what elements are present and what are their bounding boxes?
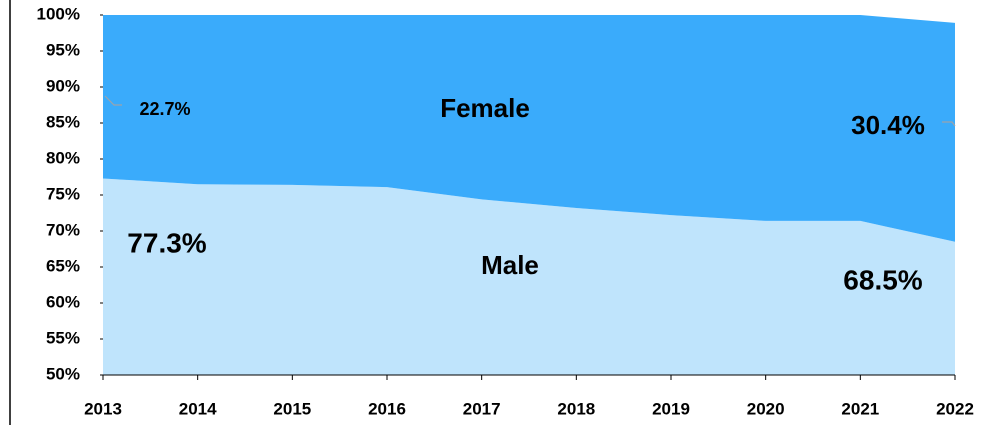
y-tick-label: 85% (46, 112, 80, 131)
x-tick-label: 2020 (747, 399, 785, 418)
area (103, 15, 955, 242)
leader-line (942, 121, 956, 127)
x-tick-label: 2019 (652, 399, 690, 418)
series-label: Female (440, 93, 530, 123)
x-tick-label: 2016 (368, 399, 406, 418)
y-tick-label: 60% (46, 292, 80, 311)
y-tick-label: 95% (46, 40, 80, 59)
y-tick-label: 80% (46, 148, 80, 167)
series-label: Male (481, 250, 539, 280)
data-label: 30.4% (851, 110, 925, 140)
y-tick-label: 75% (46, 184, 80, 203)
x-tick-label: 2017 (463, 399, 501, 418)
y-tick-label: 55% (46, 328, 80, 347)
leader-line (104, 95, 122, 106)
y-tick-label: 70% (46, 220, 80, 239)
data-label: 77.3% (127, 227, 206, 258)
x-tick-label: 2013 (84, 399, 122, 418)
x-tick-label: 2018 (557, 399, 595, 418)
x-tick-label: 2021 (841, 399, 879, 418)
y-tick-label: 50% (46, 364, 80, 383)
y-tick-label: 90% (46, 76, 80, 95)
x-tick-label: 2015 (273, 399, 311, 418)
area (103, 178, 955, 375)
x-tick-label: 2022 (936, 399, 974, 418)
x-tick-label: 2014 (179, 399, 217, 418)
y-tick-label: 65% (46, 256, 80, 275)
data-label: 22.7% (139, 99, 190, 119)
data-label: 68.5% (843, 264, 922, 295)
y-tick-label: 100% (37, 4, 80, 23)
